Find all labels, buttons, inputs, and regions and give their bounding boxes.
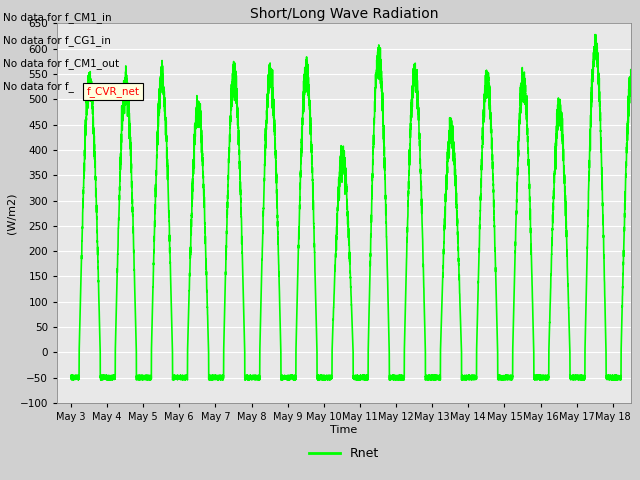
Text: f_CVR_net: f_CVR_net xyxy=(86,86,140,97)
Text: No data for f_: No data for f_ xyxy=(3,81,74,92)
Text: No data for f_CM1_in: No data for f_CM1_in xyxy=(3,12,112,23)
X-axis label: Time: Time xyxy=(330,425,358,435)
Text: No data for f_CG1_in: No data for f_CG1_in xyxy=(3,35,111,46)
Title: Short/Long Wave Radiation: Short/Long Wave Radiation xyxy=(250,7,438,21)
Text: No data for f_CM1_out: No data for f_CM1_out xyxy=(3,58,119,69)
Y-axis label: (W/m2): (W/m2) xyxy=(7,192,17,234)
Legend: Rnet: Rnet xyxy=(304,442,384,465)
